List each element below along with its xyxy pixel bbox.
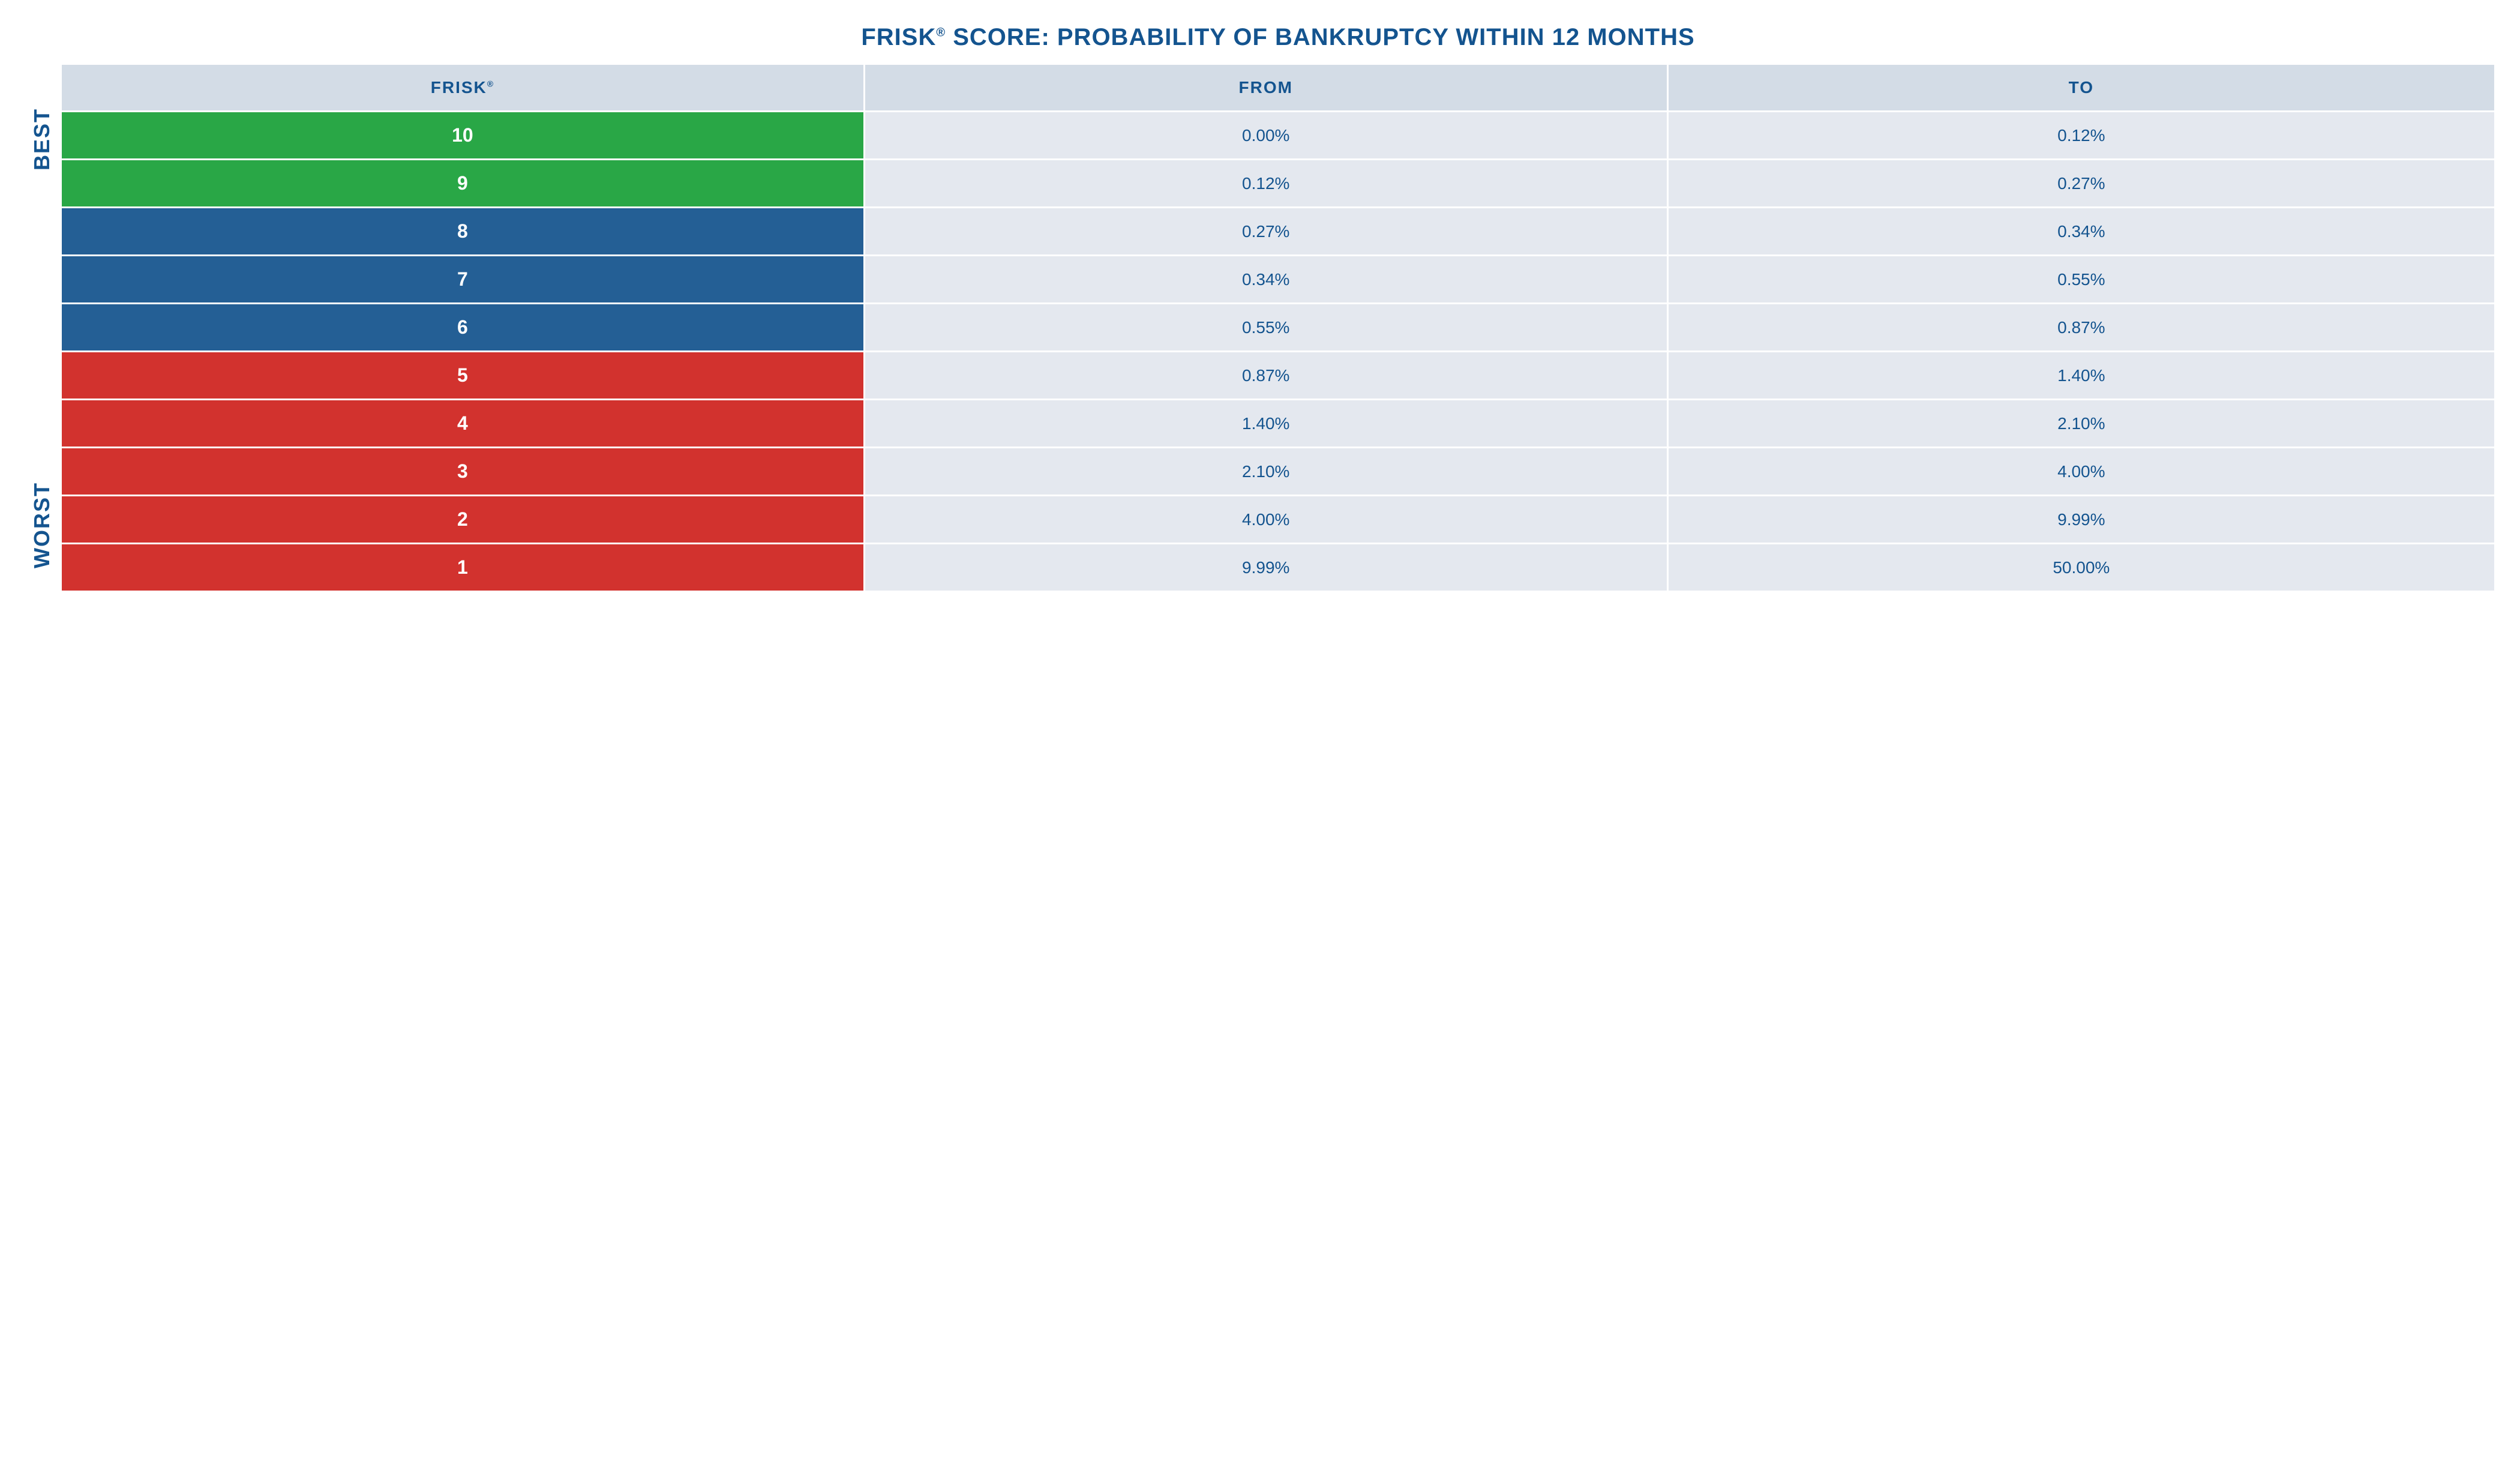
to-cell: 0.55% (1669, 256, 2494, 302)
table-row: 100.00%0.12% (62, 112, 2494, 158)
table-row: 80.27%0.34% (62, 208, 2494, 254)
score-cell: 3 (62, 448, 863, 495)
from-cell: 4.00% (865, 496, 1667, 543)
from-cell: 0.34% (865, 256, 1667, 302)
title-prefix: FRISK (861, 24, 936, 50)
score-cell: 10 (62, 112, 863, 158)
table-row: 50.87%1.40% (62, 352, 2494, 399)
to-cell: 1.40% (1669, 352, 2494, 399)
table-header-row: FRISK® FROM TO (62, 65, 2494, 110)
from-cell: 1.40% (865, 400, 1667, 447)
registered-mark: ® (936, 26, 946, 40)
score-cell: 7 (62, 256, 863, 302)
score-cell: 2 (62, 496, 863, 543)
to-cell: 0.34% (1669, 208, 2494, 254)
from-cell: 0.55% (865, 304, 1667, 350)
side-labels: BEST WORST (24, 24, 60, 592)
score-cell: 9 (62, 160, 863, 206)
from-cell: 0.12% (865, 160, 1667, 206)
to-cell: 50.00% (1669, 544, 2494, 591)
score-cell: 8 (62, 208, 863, 254)
frisk-score-table-wrapper: BEST WORST FRISK® SCORE: PROBABILITY OF … (24, 24, 2496, 592)
to-cell: 0.12% (1669, 112, 2494, 158)
from-cell: 0.00% (865, 112, 1667, 158)
from-header: FROM (865, 65, 1667, 110)
frisk-score-table: FRISK® FROM TO 100.00%0.12%90.12%0.27%80… (60, 63, 2496, 592)
from-cell: 0.87% (865, 352, 1667, 399)
to-cell: 4.00% (1669, 448, 2494, 495)
score-header-text: FRISK (431, 78, 487, 97)
to-cell: 2.10% (1669, 400, 2494, 447)
score-header: FRISK® (62, 65, 863, 110)
to-header: TO (1669, 65, 2494, 110)
page-title: FRISK® SCORE: PROBABILITY OF BANKRUPTCY … (60, 24, 2496, 51)
to-cell: 0.27% (1669, 160, 2494, 206)
to-cell: 9.99% (1669, 496, 2494, 543)
table-row: 32.10%4.00% (62, 448, 2494, 495)
table-row: 60.55%0.87% (62, 304, 2494, 350)
content-area: FRISK® SCORE: PROBABILITY OF BANKRUPTCY … (60, 24, 2496, 592)
score-cell: 5 (62, 352, 863, 399)
table-row: 19.99%50.00% (62, 544, 2494, 591)
table-row: 41.40%2.10% (62, 400, 2494, 447)
table-row: 90.12%0.27% (62, 160, 2494, 206)
best-label: BEST (29, 108, 55, 170)
table-row: 24.00%9.99% (62, 496, 2494, 543)
from-cell: 9.99% (865, 544, 1667, 591)
title-suffix: SCORE: PROBABILITY OF BANKRUPTCY WITHIN … (946, 24, 1695, 50)
registered-mark: ® (487, 79, 494, 89)
score-cell: 6 (62, 304, 863, 350)
worst-label: WORST (29, 482, 55, 568)
to-cell: 0.87% (1669, 304, 2494, 350)
from-cell: 2.10% (865, 448, 1667, 495)
score-cell: 4 (62, 400, 863, 447)
table-row: 70.34%0.55% (62, 256, 2494, 302)
from-cell: 0.27% (865, 208, 1667, 254)
score-cell: 1 (62, 544, 863, 591)
